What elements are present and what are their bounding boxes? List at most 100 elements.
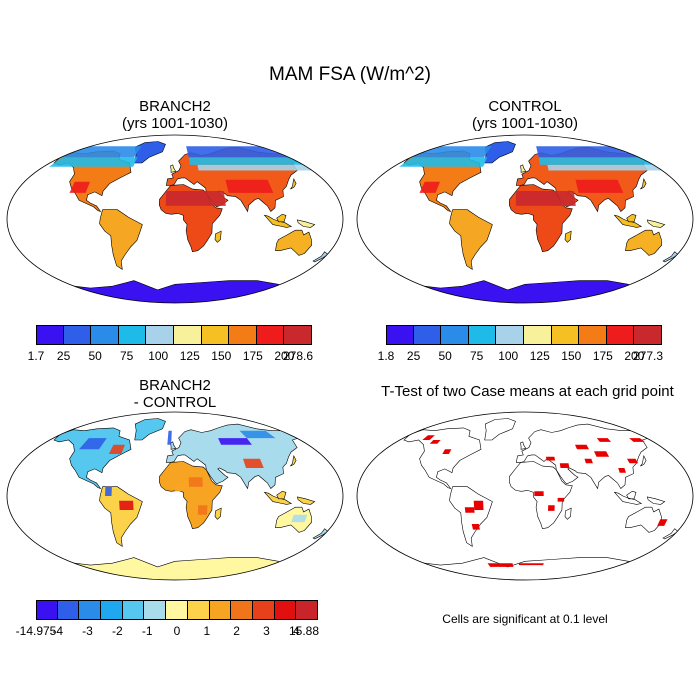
colorbar-swatch xyxy=(101,600,123,620)
branch2-title-line1: BRANCH2 xyxy=(139,98,211,115)
landmass-borneo xyxy=(626,490,637,500)
value-band xyxy=(197,164,317,171)
landmass-newzealand xyxy=(312,528,329,540)
colorbar-swatch xyxy=(209,600,232,620)
significant-cell xyxy=(534,491,544,496)
value-band xyxy=(547,164,667,171)
colorbar-swatch xyxy=(231,600,253,620)
colorbar-swatch xyxy=(606,325,635,345)
colorbar-swatch xyxy=(91,325,119,345)
colorbar-tick-label: 25 xyxy=(406,349,421,363)
colorbar-tick-label: -3 xyxy=(82,624,93,638)
colorbar-swatch xyxy=(36,325,64,345)
landmass-madagascar xyxy=(564,230,572,243)
control-panel-title: CONTROL (yrs 1001-1030) xyxy=(355,98,695,132)
colorbar-tick-label: 1.7 xyxy=(27,349,45,363)
colorbar-swatch xyxy=(118,325,147,345)
significant-cell xyxy=(473,500,484,510)
value-band xyxy=(243,458,264,468)
significant-cell xyxy=(546,456,556,461)
value-band xyxy=(419,181,440,193)
landmass-madagascar xyxy=(564,507,572,520)
colorbar-frame xyxy=(36,325,312,345)
landmass-southAmerica xyxy=(449,209,493,271)
value-band xyxy=(49,157,138,167)
landmass-australia xyxy=(625,506,663,533)
landmass-borneo xyxy=(626,213,637,223)
figure-title: MAM FSA (W/m^2) xyxy=(269,64,431,85)
colorbar-swatch xyxy=(579,325,607,345)
significant-cell xyxy=(594,451,610,457)
control-title-line2: (yrs 1001-1030) xyxy=(472,115,578,132)
landmass-japan xyxy=(640,455,647,467)
value-band xyxy=(105,486,112,496)
value-band xyxy=(69,181,90,193)
significant-cell xyxy=(471,524,480,530)
significant-cell xyxy=(559,463,570,468)
significance-note: Cells are significant at 0.1 level xyxy=(442,612,608,626)
colorbar-tick-label: 100 xyxy=(498,349,519,363)
significant-cell xyxy=(442,449,452,454)
landmass-indonesia xyxy=(613,491,643,505)
ttest-map xyxy=(356,411,694,581)
control-colorbar: 1.8 25 50 75 100 125 150 175 200 277.3 xyxy=(378,325,664,365)
diff-colorbar: -14.975 -4 -3 -2 -1 0 1 2 3 4 15.88 xyxy=(16,600,320,640)
landmass-greenland xyxy=(484,141,516,164)
significant-cell xyxy=(621,561,641,566)
colorbar-tick-label: -14.975 xyxy=(15,624,57,638)
landmass-northAmerica xyxy=(53,427,132,490)
map-border xyxy=(356,134,694,304)
colorbar-tick-label: 175 xyxy=(592,349,613,363)
significant-cell xyxy=(464,507,475,513)
colorbar-swatch xyxy=(79,600,102,620)
landmass-greenland xyxy=(134,418,166,441)
colorbar-tick-label: 100 xyxy=(148,349,169,363)
colorbar-swatch xyxy=(201,325,230,345)
colorbar-frame xyxy=(36,600,318,620)
value-band xyxy=(79,438,107,450)
colorbar-frame xyxy=(386,325,662,345)
branch2-colorbar: 1.7 25 50 75 100 125 150 175 200 278.6 xyxy=(28,325,314,365)
colorbar-swatch xyxy=(496,325,524,345)
landmass-indonesia xyxy=(613,214,643,228)
diff-panel-title: BRANCH2 - CONTROL xyxy=(5,377,345,411)
colorbar-tick-label: 125 xyxy=(529,349,550,363)
colorbar-swatch xyxy=(122,600,145,620)
colorbar-tick-label: 15.88 xyxy=(288,624,320,638)
landmass-newguinea xyxy=(296,496,316,505)
colorbar-tick-label: 1 xyxy=(203,624,211,638)
landmass-greenland xyxy=(484,418,516,441)
landmass-japan xyxy=(640,178,647,190)
colorbar-tick-label: 1.8 xyxy=(377,349,395,363)
value-band xyxy=(188,157,310,165)
significant-cell xyxy=(557,497,565,502)
significant-cell xyxy=(575,444,589,450)
colorbar-tick-label: 277.3 xyxy=(632,349,664,363)
significant-cell xyxy=(429,440,441,444)
landmass-newzealand xyxy=(662,528,679,540)
colorbar-tick-label: 25 xyxy=(56,349,71,363)
landmass-newguinea xyxy=(646,219,666,228)
landmass-australia xyxy=(275,229,313,256)
landmass-indonesia xyxy=(263,214,293,228)
colorbar-tick-label: 0 xyxy=(173,624,181,638)
colorbar-tick-label: 278.6 xyxy=(282,349,314,363)
value-band xyxy=(239,430,276,439)
landmass-uk xyxy=(520,441,527,450)
colorbar-tick-label: -4 xyxy=(52,624,64,638)
value-band xyxy=(536,146,649,158)
landmass-australia xyxy=(625,229,663,256)
colorbar-tick-label: 200 xyxy=(624,349,645,363)
landmass-newzealand xyxy=(312,251,329,263)
colorbar-tick-label: 200 xyxy=(274,349,295,363)
colorbar-tick-label: 125 xyxy=(179,349,200,363)
colorbar-swatch xyxy=(146,325,174,345)
colorbar-tick-label: 3 xyxy=(263,624,270,638)
landmass-eurasia xyxy=(165,423,303,490)
diff-map xyxy=(6,411,344,581)
landmass-greenland xyxy=(134,141,166,164)
value-band xyxy=(218,438,252,445)
landmass-madagascar xyxy=(214,230,222,243)
landmass-newguinea xyxy=(646,496,666,505)
landmass-uk xyxy=(520,164,527,173)
